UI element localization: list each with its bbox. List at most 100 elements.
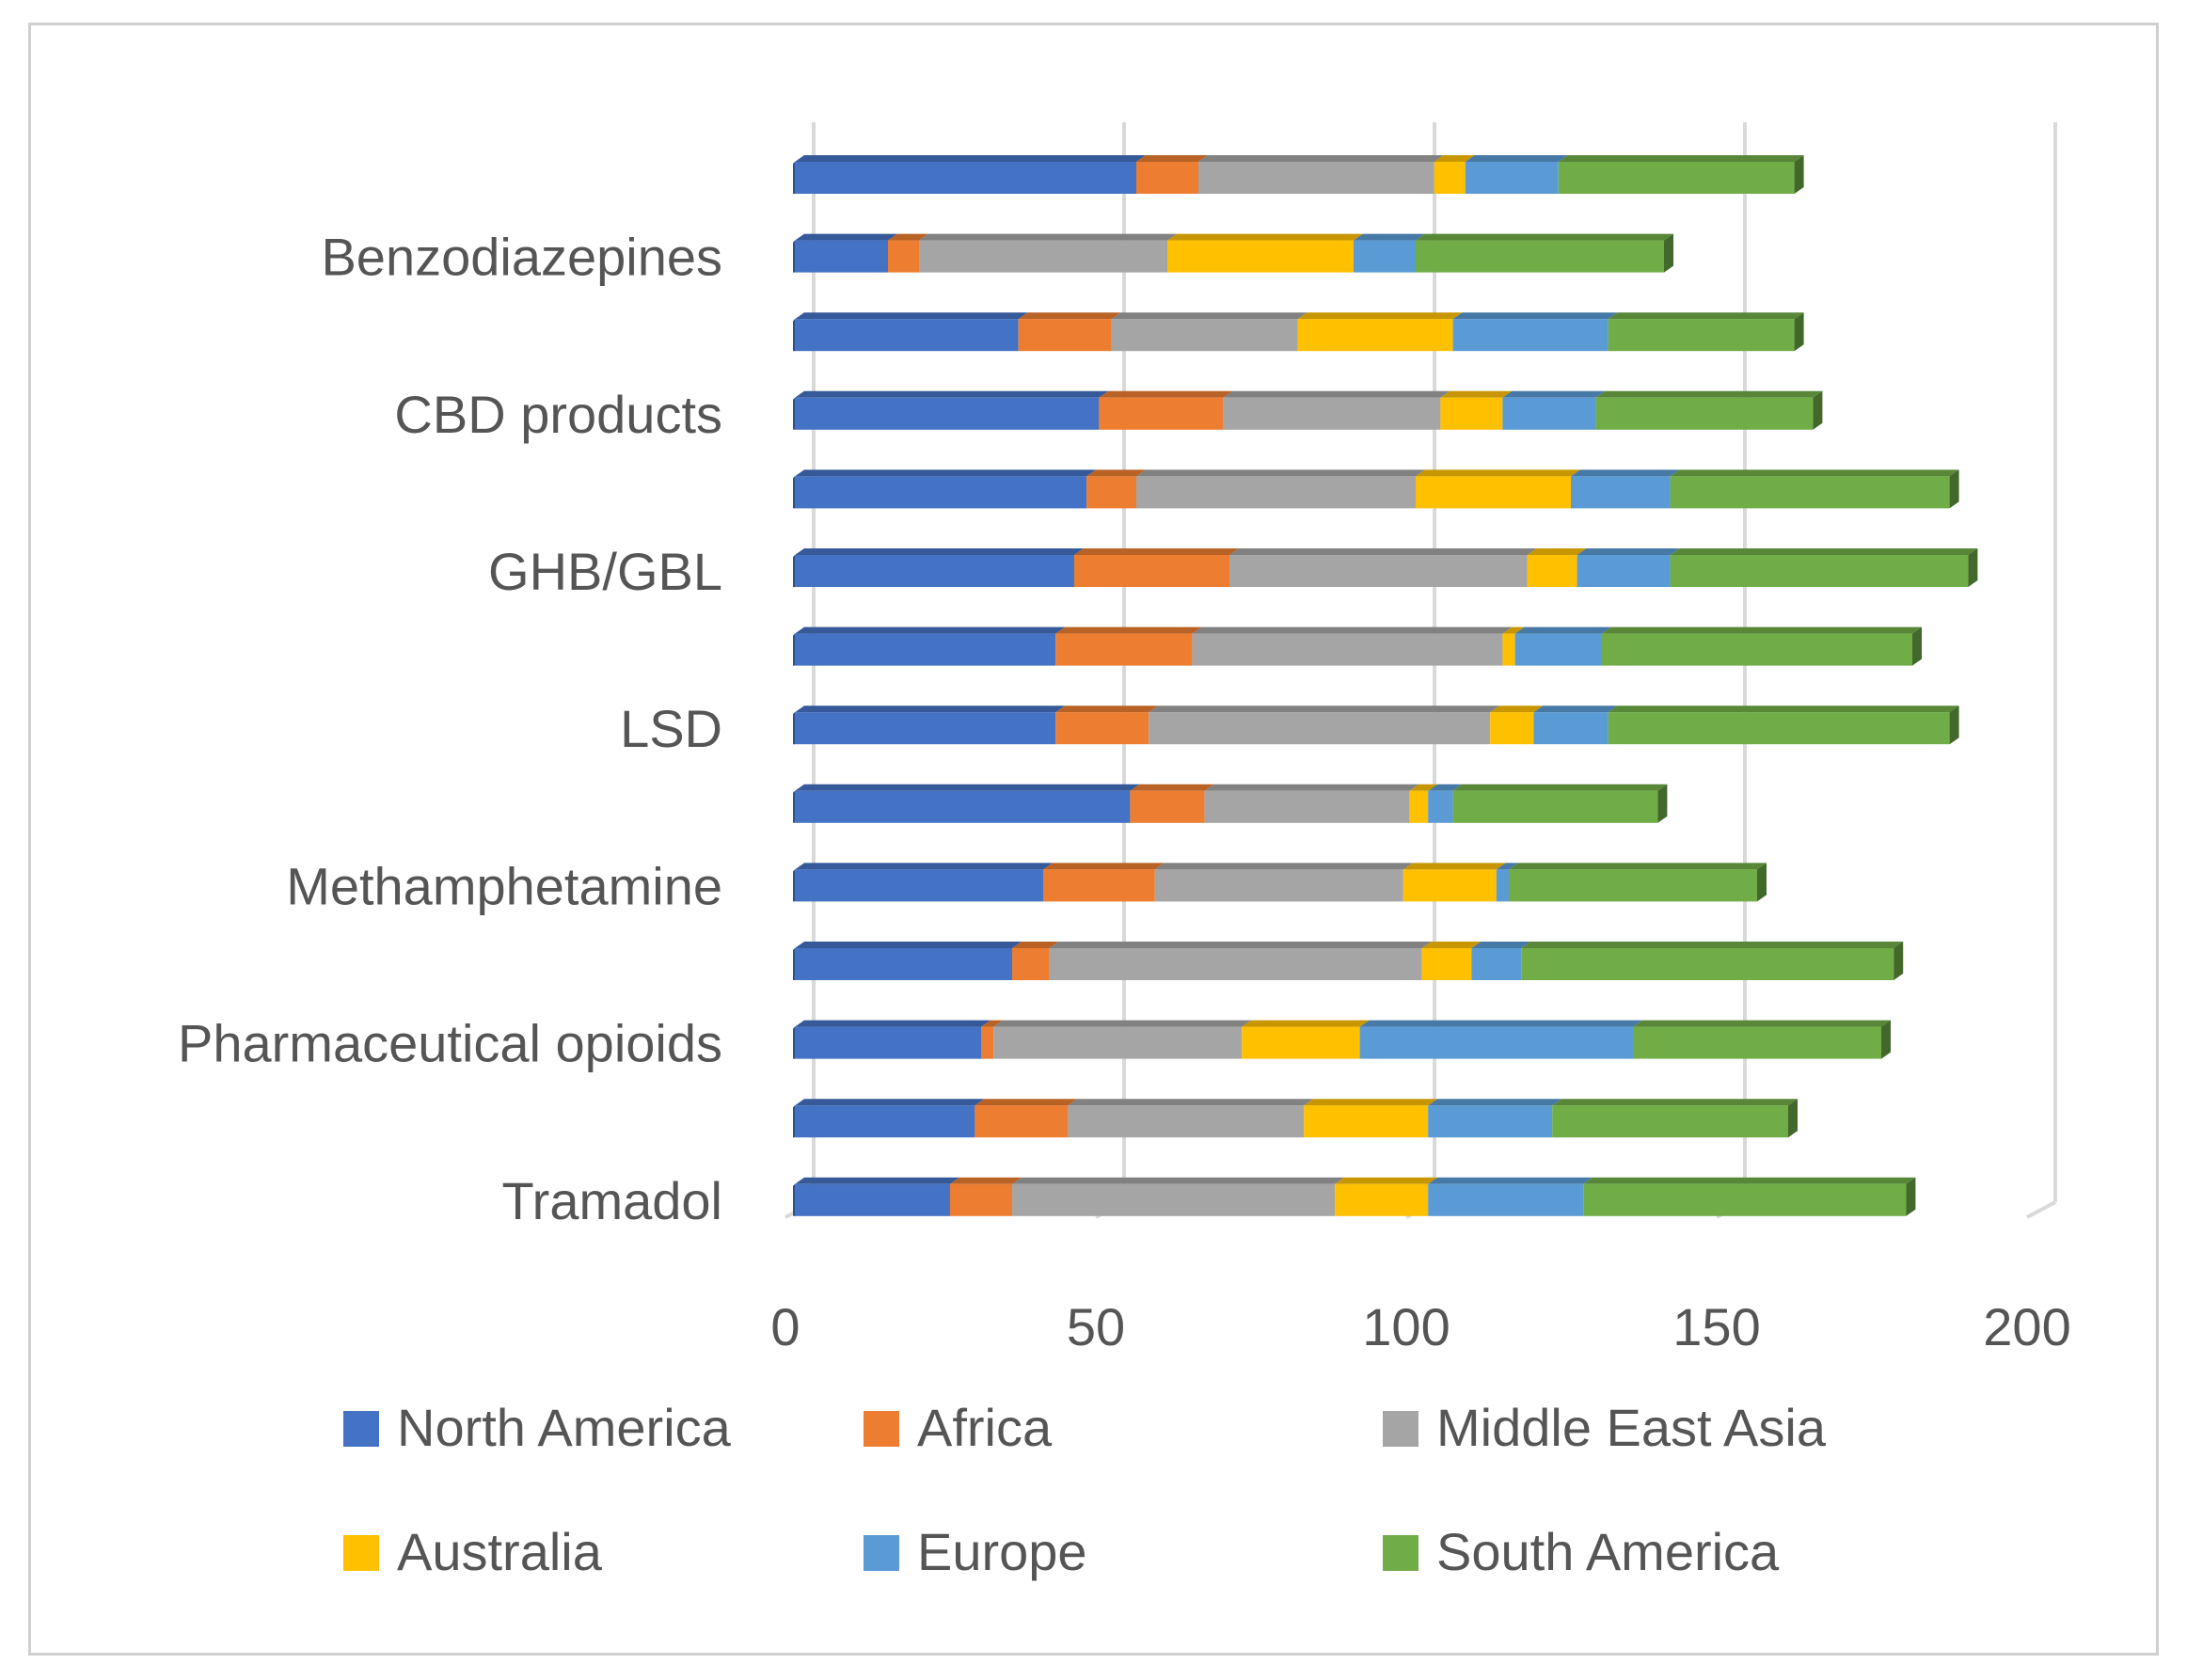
bar-start-face [793, 397, 795, 430]
bar-segment [1527, 555, 1577, 587]
bar-segment [1608, 712, 1950, 745]
legend: North America Africa Middle East Asia Austr… [343, 1398, 1827, 1581]
bar-end-face [1906, 1177, 1916, 1216]
bar-segment-top [1490, 705, 1544, 713]
bar-segment-top [1577, 548, 1680, 555]
bar-segment [1496, 869, 1509, 902]
bar-segment-top [950, 1177, 1022, 1184]
bar-segment [1502, 633, 1515, 666]
legend-swatch [864, 1411, 899, 1447]
bar-start-face [793, 319, 795, 352]
bar-segment-top [1049, 942, 1432, 948]
legend-item: Australia [343, 1522, 603, 1581]
bar-segment [1514, 633, 1602, 666]
bar-segment [1136, 476, 1416, 509]
bar-segment-top [1229, 548, 1537, 555]
bar-segment-top [1354, 233, 1425, 241]
x-tick-label: 0 [770, 1297, 800, 1356]
bar-segment-top [1198, 155, 1444, 162]
bar-segment [1111, 319, 1298, 352]
bar-segment-top [1552, 1099, 1798, 1106]
bar-end-face [1757, 863, 1767, 902]
bar-segment [1416, 240, 1664, 273]
legend-item: Europe [864, 1522, 1087, 1581]
bar-row-2 [793, 312, 1804, 352]
bar-row-13 [793, 1177, 1916, 1216]
category-label: Tramadol [502, 1171, 722, 1230]
bar-segment [1577, 555, 1671, 587]
category-label: GHB/GBL [488, 542, 722, 601]
bar-segment-top [795, 469, 1097, 477]
bar-segment [975, 1105, 1069, 1138]
bar-start-face [793, 1183, 795, 1216]
category-label: Methamphetamine [286, 856, 722, 915]
bar-segment-top [888, 233, 928, 241]
bar-segment-top [1043, 863, 1165, 870]
bar-segment-top [1434, 155, 1475, 162]
bar-segment [1167, 240, 1354, 273]
x-tick-label: 100 [1362, 1297, 1450, 1356]
bar-segment-top [795, 1177, 959, 1184]
bar-segment [795, 948, 1012, 980]
bar-segment-top [981, 1020, 1004, 1027]
bar-segment-top [1086, 469, 1146, 477]
bar-row-11 [793, 1020, 1891, 1059]
bar-segment [1602, 633, 1912, 666]
bar-segment [1452, 319, 1609, 352]
bar-segment [1055, 633, 1193, 666]
bars [793, 155, 1978, 1216]
bar-segment [1421, 948, 1472, 980]
bar-segment-top [1136, 469, 1425, 477]
bar-segment [1552, 1105, 1788, 1138]
legend-swatch [343, 1411, 379, 1447]
bar-segment [981, 1026, 994, 1059]
bar-segment [950, 1183, 1012, 1216]
bar-segment [1440, 397, 1503, 430]
bar-row-10 [793, 942, 1904, 980]
bar-segment [1198, 162, 1434, 194]
bar-segment-top [1527, 548, 1587, 555]
bar-segment [1242, 1026, 1360, 1059]
bar-segment-top [1335, 1177, 1438, 1184]
legend-item: North America [343, 1398, 732, 1457]
bar-segment [1297, 319, 1453, 352]
bar-end-face [1949, 705, 1959, 745]
bar-segment-top [1055, 705, 1159, 713]
bar-segment [795, 397, 1100, 430]
bar-segment-top [1608, 705, 1959, 713]
bar-segment [1192, 633, 1503, 666]
bar-row-3 [793, 390, 1823, 430]
bar-segment-top [1428, 1099, 1562, 1106]
bar-segment-top [1167, 233, 1363, 241]
bar-segment-top [1055, 626, 1202, 634]
bar-segment [1304, 1105, 1429, 1138]
bar-segment [795, 1026, 981, 1059]
bar-segment-top [1471, 942, 1531, 948]
legend-label: Europe [917, 1522, 1087, 1581]
bar-segment-top [1149, 705, 1500, 713]
bar-segment [1012, 1183, 1336, 1216]
bar-row-0 [793, 155, 1804, 194]
bar-segment [888, 240, 919, 273]
legend-swatch [343, 1535, 379, 1571]
bar-segment [1335, 1183, 1429, 1216]
bar-segment [1490, 712, 1534, 745]
bar-segment [1608, 319, 1795, 352]
bar-segment-top [795, 942, 1022, 948]
bar-segment [993, 1026, 1243, 1059]
bar-segment-top [1533, 705, 1618, 713]
bar-segment [1521, 948, 1894, 980]
bar-segment [795, 162, 1136, 194]
bar-segment-top [1440, 390, 1513, 398]
bar-segment-top [1416, 233, 1673, 241]
bar-segment-top [1514, 626, 1611, 634]
bar-segment [1509, 869, 1757, 902]
bar-segment [1154, 869, 1403, 902]
bar-segment [1068, 1105, 1305, 1138]
category-label: CBD products [394, 385, 722, 444]
bar-segment [795, 240, 888, 273]
bar-segment [795, 869, 1043, 902]
bar-segment [1471, 948, 1522, 980]
bar-segment [1670, 476, 1950, 509]
category-label: Benzodiazepines [321, 228, 722, 287]
